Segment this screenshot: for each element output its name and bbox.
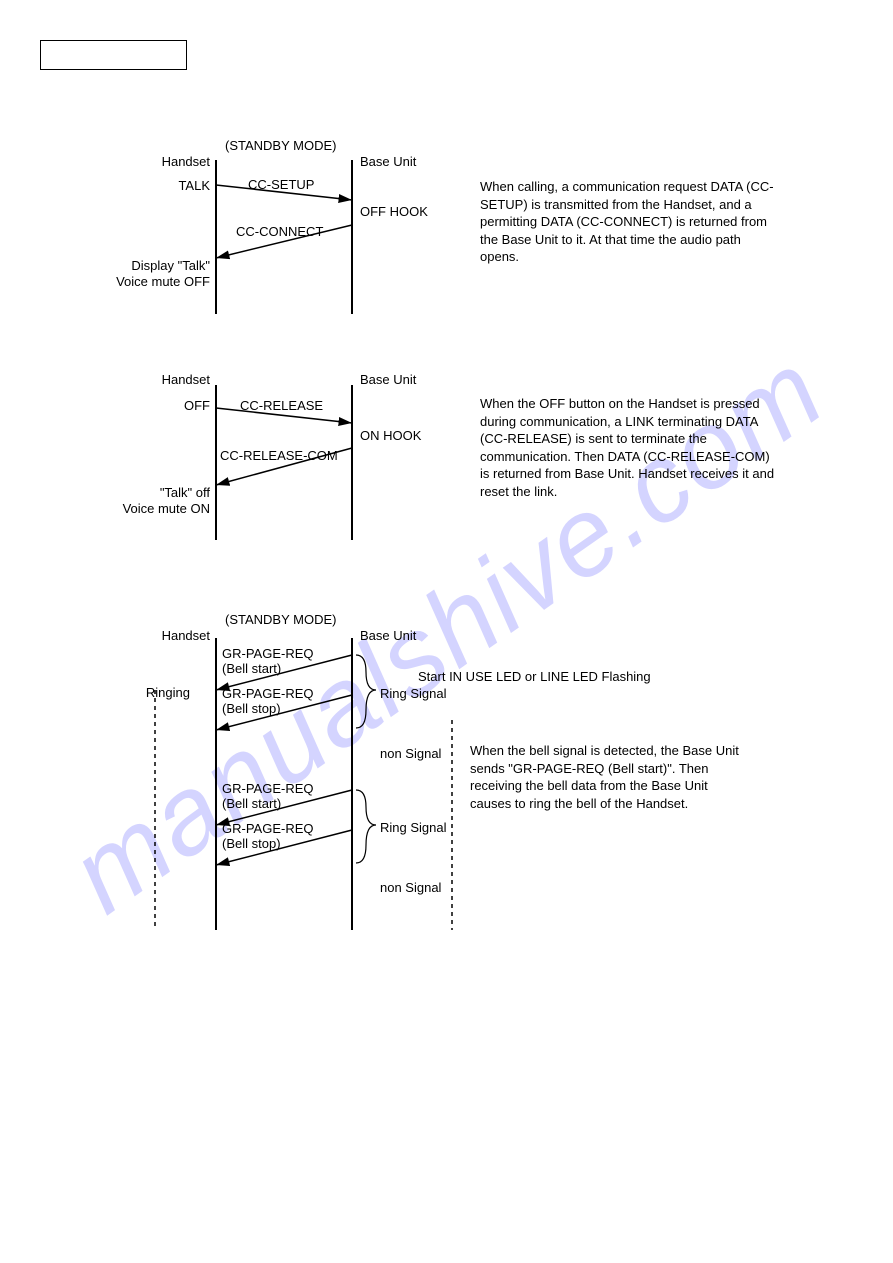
d3-ring2: Ring Signal — [380, 820, 447, 835]
d2-msg2: CC-RELEASE-COM — [220, 448, 338, 463]
d3-non1: non Signal — [380, 746, 441, 761]
d1-left-col: Handset — [110, 154, 210, 169]
d3-mode: (STANDBY MODE) — [225, 612, 336, 627]
d2-off: OFF — [110, 398, 210, 413]
d3-m1b: (Bell start) — [222, 661, 281, 676]
d2-talkoff: "Talk" off — [80, 485, 210, 500]
d3-m2b: (Bell stop) — [222, 701, 281, 716]
d1-msg1: CC-SETUP — [248, 177, 314, 192]
d3-non2: non Signal — [380, 880, 441, 895]
d3-m3a: GR-PAGE-REQ — [222, 781, 314, 796]
d3-m2a: GR-PAGE-REQ — [222, 686, 314, 701]
d1-offhook: OFF HOOK — [360, 204, 428, 219]
d1-mode: (STANDBY MODE) — [225, 138, 336, 153]
d2-msg1: CC-RELEASE — [240, 398, 323, 413]
d2-right-col: Base Unit — [360, 372, 416, 387]
d3-left-col: Handset — [110, 628, 210, 643]
d3-m1a: GR-PAGE-REQ — [222, 646, 314, 661]
d3-ringing: Ringing — [90, 685, 190, 700]
d3-ring1: Ring Signal — [380, 686, 447, 701]
d1-msg2: CC-CONNECT — [236, 224, 323, 239]
d1-talk: TALK — [110, 178, 210, 193]
d3-m4b: (Bell stop) — [222, 836, 281, 851]
d3-m4a: GR-PAGE-REQ — [222, 821, 314, 836]
d2-desc: When the OFF button on the Handset is pr… — [480, 395, 780, 500]
page: manualshive.com — [0, 0, 893, 1263]
d1-desc: When calling, a communication request DA… — [480, 178, 780, 266]
d1-disp-talk: Display "Talk" — [80, 258, 210, 273]
d2-onhook: ON HOOK — [360, 428, 421, 443]
d3-right-col: Base Unit — [360, 628, 416, 643]
d3-m3b: (Bell start) — [222, 796, 281, 811]
d2-left-col: Handset — [110, 372, 210, 387]
d2-mute-on: Voice mute ON — [80, 501, 210, 516]
d3-top-note: Start IN USE LED or LINE LED Flashing — [418, 669, 651, 684]
d1-right-col: Base Unit — [360, 154, 416, 169]
d3-desc: When the bell signal is detected, the Ba… — [470, 742, 750, 812]
d1-voice-off: Voice mute OFF — [80, 274, 210, 289]
